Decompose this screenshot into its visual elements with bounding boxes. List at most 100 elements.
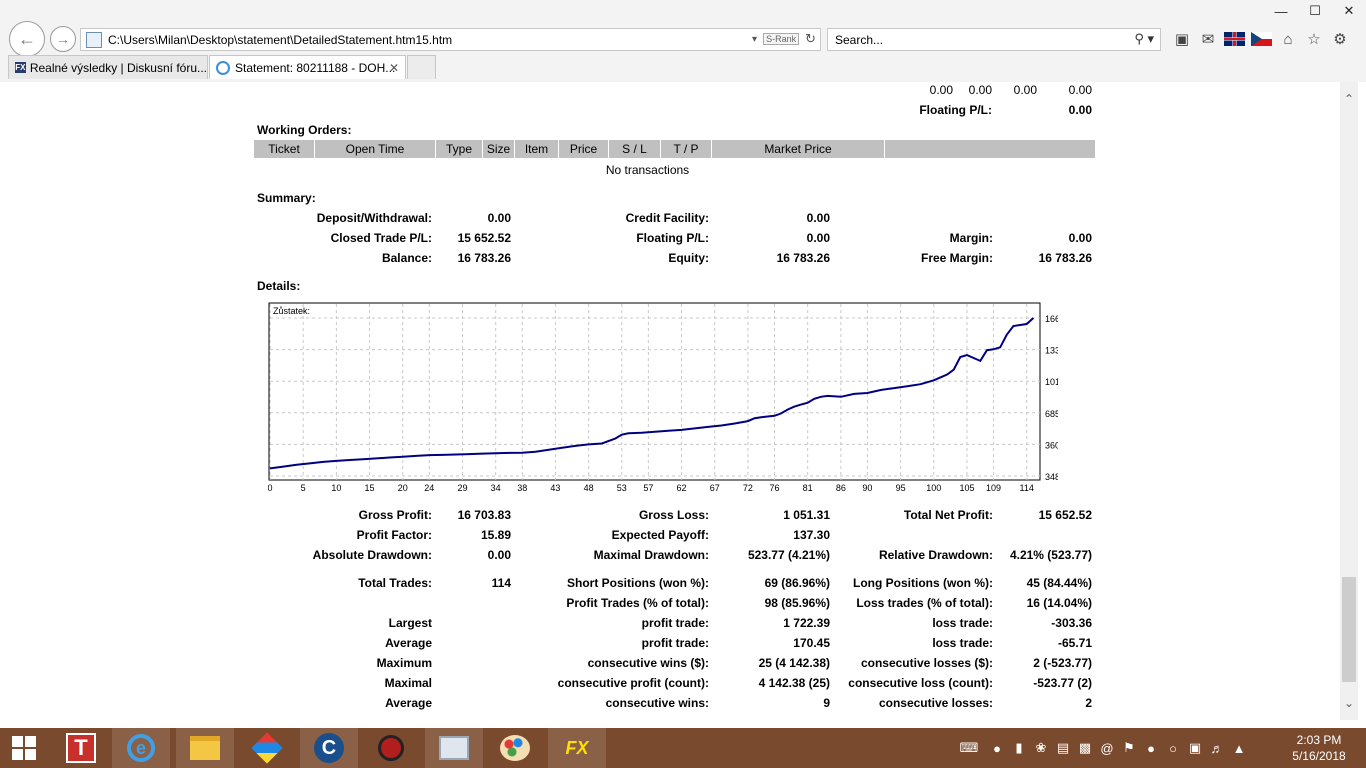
address-url[interactable]: C:\Users\Milan\Desktop\statement\Detaile… — [108, 32, 453, 47]
total-net-label: Total Net Profit: — [903, 508, 993, 522]
working-orders-header: Ticket Open Time Type Size Item Price S … — [254, 140, 1095, 158]
start-button[interactable] — [0, 728, 48, 768]
dropdown-icon[interactable]: ▾ — [752, 33, 758, 45]
ccleaner-icon: C — [314, 733, 344, 763]
taskbar-app-monitor[interactable] — [425, 728, 483, 768]
closed-pl-label: Closed Trade P/L: — [330, 231, 432, 245]
gross-loss-label: Gross Loss: — [638, 508, 709, 522]
closed-pl-value: 15 652.52 — [457, 231, 511, 245]
stat-row-right-value: 2 (-523.77) — [1033, 656, 1092, 670]
y-tick-label: 6857 — [1045, 409, 1058, 419]
free-margin-label: Free Margin: — [920, 251, 993, 265]
dropbox-icon[interactable]: ▣ — [1188, 740, 1202, 755]
fx-trading-icon: FX — [565, 737, 589, 758]
long-positions-label: Long Positions (won %): — [853, 576, 993, 590]
srank-button[interactable]: S-Rank — [763, 33, 800, 45]
addon-icon[interactable]: ▣ — [1174, 31, 1190, 48]
favorites-star-icon[interactable]: ☆ — [1307, 31, 1321, 48]
internet-explorer-icon: e — [127, 734, 155, 762]
y-tick-label: 10111 — [1045, 377, 1058, 387]
file-explorer-icon — [190, 736, 220, 760]
forward-button[interactable]: → — [50, 26, 76, 52]
x-tick-label: 0 — [268, 483, 273, 493]
czech-flag-icon[interactable] — [1251, 32, 1272, 46]
stat-row-right-label: consecutive loss (count): — [848, 676, 993, 690]
maximize-button[interactable]: ☐ — [1309, 3, 1321, 18]
x-tick-label: 29 — [457, 483, 467, 493]
ccc-icon — [378, 735, 404, 761]
x-tick-label: 43 — [550, 483, 560, 493]
scroll-down-icon[interactable]: ⌄ — [1343, 696, 1355, 710]
partial-value-3: 0.00 — [1013, 83, 1037, 97]
col-price: Price — [559, 140, 609, 158]
page-icon — [86, 31, 102, 48]
system-tray: ⌨ ● ▮ ❀ ▤ ▩ @ ⚑ ● ○ ▣ ♬ ▲ — [955, 728, 1247, 768]
bug-icon[interactable]: ❀ — [1035, 740, 1047, 755]
x-tick-label: 57 — [643, 483, 653, 493]
col-ticket: Ticket — [254, 140, 315, 158]
battery-icon[interactable]: ▮ — [1015, 740, 1023, 755]
scroll-thumb[interactable] — [1342, 577, 1356, 682]
taskbar-app-cube[interactable] — [238, 728, 296, 768]
flag-icon[interactable]: ⚑ — [1123, 740, 1135, 755]
windows-logo-icon — [12, 736, 36, 760]
close-window-button[interactable]: ✕ — [1343, 3, 1355, 18]
taskbar-app-ccleaner[interactable]: C — [300, 728, 358, 768]
page-content: 0.00 0.00 0.00 0.00 Floating P/L: 0.00 W… — [0, 82, 1340, 720]
x-tick-label: 114 — [1020, 483, 1034, 493]
tab-forum[interactable]: FX Realné výsledky | Diskusní fóru... — [8, 55, 208, 79]
col-sl: S / L — [609, 140, 661, 158]
mail-icon[interactable]: ✉ — [1201, 31, 1215, 48]
address-bar[interactable]: C:\Users\Milan\Desktop\statement\Detaile… — [80, 28, 821, 51]
paint-tray-icon[interactable]: ● — [993, 740, 1001, 756]
colors-icon[interactable]: ▩ — [1078, 740, 1092, 755]
x-tick-label: 109 — [986, 483, 1001, 493]
vertical-scrollbar[interactable]: ⌃ ⌄ — [1340, 82, 1358, 720]
uk-flag-icon[interactable] — [1224, 32, 1245, 46]
total-trades-value: 114 — [491, 576, 511, 590]
stat-row-mid-value: 25 (4 142.38) — [758, 656, 830, 670]
search-dropdown-icon[interactable]: ▾ — [1147, 31, 1154, 46]
keyboard-icon[interactable]: ⌨ — [959, 740, 979, 755]
search-icon[interactable]: ⚲ — [1134, 31, 1144, 46]
expected-payoff-value: 137.30 — [793, 528, 830, 542]
profit-factor-label: Profit Factor: — [356, 528, 432, 542]
taskbar-app-explorer[interactable] — [176, 728, 234, 768]
close-tab-icon[interactable]: ✕ — [388, 60, 399, 75]
home-icon[interactable]: ⌂ — [1283, 30, 1293, 48]
taskbar-app-ie[interactable]: e — [112, 728, 170, 768]
paint-icon — [500, 735, 530, 761]
back-button[interactable]: ← — [9, 21, 45, 57]
taskbar-app-ccc[interactable] — [362, 728, 420, 768]
search-placeholder: Search... — [835, 32, 884, 47]
scroll-up-icon[interactable]: ⌃ — [1343, 92, 1355, 106]
taskbar-app-fx[interactable]: FX — [548, 728, 606, 768]
col-empty — [885, 140, 1095, 158]
signal-icon[interactable]: ▲ — [1232, 740, 1246, 756]
partial-value-2: 0.00 — [968, 83, 992, 97]
at-icon[interactable]: @ — [1100, 740, 1114, 756]
stat-row-mid-label: profit trade: — [641, 616, 709, 630]
refresh-icon[interactable]: ↻ — [805, 31, 816, 46]
col-size: Size — [483, 140, 515, 158]
forward-arrow-icon: → — [56, 31, 70, 47]
taskbar-app-t[interactable]: T — [52, 728, 110, 768]
volume-icon[interactable]: ♬ — [1210, 740, 1224, 756]
x-tick-label: 86 — [836, 483, 846, 493]
stat-row-right-value: 2 — [1085, 696, 1092, 710]
settings-gear-icon[interactable]: ⚙ — [1333, 31, 1347, 48]
search-input[interactable]: Search... ⚲ ▾ — [827, 28, 1161, 51]
col-item: Item — [515, 140, 559, 158]
taskbar-app-paint[interactable] — [486, 728, 544, 768]
tab-statement[interactable]: Statement: 80211188 - DOH... ✕ — [209, 55, 406, 79]
x-tick-label: 81 — [803, 483, 813, 493]
network-adapter-icon[interactable]: ▤ — [1056, 740, 1070, 755]
stat-row-right-value: -65.71 — [1057, 636, 1092, 650]
skype-icon[interactable]: ○ — [1169, 740, 1177, 756]
minimize-button[interactable]: — — [1274, 3, 1288, 19]
clock[interactable]: 2:03 PM 5/16/2018 — [1288, 732, 1350, 764]
lock-icon[interactable]: ● — [1147, 740, 1155, 756]
floating-pl-label: Floating P/L: — [636, 231, 709, 245]
stat-row-right-value: -523.77 (2) — [1033, 676, 1092, 690]
new-tab-button[interactable] — [407, 55, 436, 79]
